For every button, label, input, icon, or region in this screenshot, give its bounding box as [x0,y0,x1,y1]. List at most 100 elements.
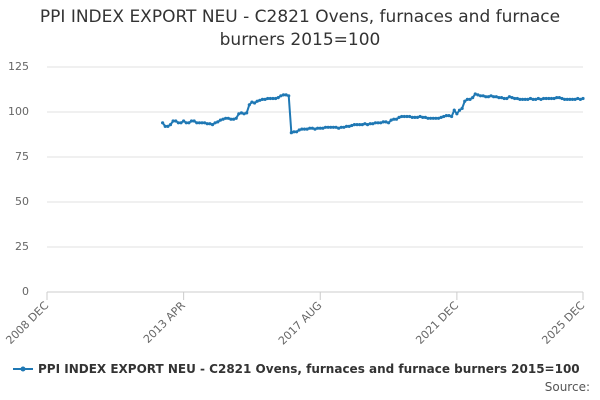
data-point [381,120,385,124]
data-point [355,123,359,127]
data-point [397,115,401,119]
data-point [536,96,540,101]
data-point [331,125,335,129]
data-point [300,127,304,131]
data-point [176,121,180,125]
data-point [171,119,175,123]
x-tick-label: 2013 APR [141,299,188,346]
data-point [279,94,283,98]
data-point [350,123,354,128]
data-point [371,122,375,126]
data-point [247,103,251,107]
data-point [465,97,469,101]
data-point [192,119,196,123]
data-point [292,130,296,134]
data-point [439,115,443,119]
data-point [210,123,215,127]
data-point [405,114,409,119]
data-point [287,94,291,98]
data-point [426,116,430,120]
x-tick-label: 2025 DEC [539,299,587,347]
data-point [447,114,451,118]
y-tick-label: 100 [8,105,29,118]
data-point [163,124,167,128]
data-point [518,97,522,101]
data-point [271,96,275,101]
data-point [473,92,477,96]
data-point [263,97,267,101]
y-tick-label: 25 [15,240,29,253]
data-point [226,116,230,120]
data-point [486,95,491,99]
data-point [429,116,433,120]
legend-swatch [13,366,33,372]
data-point [295,130,299,134]
data-point [339,125,343,129]
data-point [389,118,393,122]
data-point [418,114,422,119]
data-point [166,124,170,128]
data-point [463,99,467,103]
data-point [205,122,209,126]
data-point [266,96,270,101]
data-point [502,96,506,101]
data-point [224,116,228,120]
legend-label: PPI INDEX EXPORT NEU - C2821 Ovens, furn… [38,362,580,376]
data-point [184,121,188,125]
data-point [507,95,512,99]
y-tick-label: 50 [15,195,29,208]
data-point [250,100,254,104]
data-point [302,127,307,131]
data-point [505,96,509,101]
data-point [216,120,220,124]
data-point [539,97,543,101]
data-point [515,96,519,101]
data-point [200,121,204,125]
data-point [541,96,546,101]
data-point [347,124,351,128]
data-point [484,95,488,99]
data-point [576,96,580,101]
data-point [308,126,312,130]
data-point [268,96,272,101]
data-point [497,96,501,100]
data-point [547,96,551,101]
data-point [384,120,388,124]
data-point [386,121,391,125]
data-point [570,97,575,101]
data-point [318,126,322,130]
data-point [394,117,399,121]
data-point [231,117,236,121]
data-point [203,121,207,125]
data-point [323,125,328,129]
data-point [237,112,241,116]
data-point [329,125,333,129]
data-point [358,123,362,127]
data-point [321,126,325,130]
data-point [316,126,320,130]
data-point [221,117,225,121]
data-point [413,115,417,119]
legend: PPI INDEX EXPORT NEU - C2821 Ovens, furn… [12,362,580,376]
data-point [368,122,372,126]
data-point [273,96,278,101]
data-point [565,97,569,101]
data-point [578,97,582,101]
data-point [549,96,554,101]
data-point [552,96,556,101]
data-point [534,97,538,101]
data-point [431,116,435,120]
data-point [245,111,249,115]
data-point [182,119,186,123]
data-point [168,123,173,127]
data-point [471,96,475,100]
data-point [436,116,441,120]
data-point [434,116,438,120]
data-point [260,97,265,101]
data-point [481,94,485,98]
data-point [276,96,280,100]
data-point [174,119,178,123]
data-point [305,127,309,131]
